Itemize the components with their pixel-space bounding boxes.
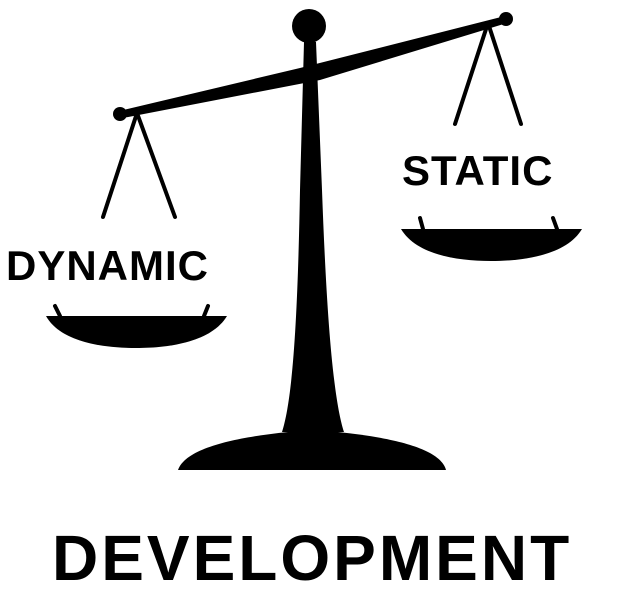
- right-pan: [401, 229, 582, 261]
- right-pan-label: STATIC: [402, 147, 554, 194]
- scale-pillar: [282, 42, 344, 432]
- scale-base: [178, 432, 446, 470]
- beam-right-end: [499, 12, 513, 26]
- scale-top-knob: [292, 9, 326, 43]
- scale-beam: [119, 16, 507, 118]
- beam-left-end: [113, 107, 127, 121]
- left-pan-label: DYNAMIC: [6, 242, 209, 289]
- left-pan: [46, 316, 227, 348]
- right-pan-strings: [418, 21, 559, 231]
- left-pan-strings: [53, 111, 210, 318]
- diagram-caption: DEVELOPMENT: [52, 522, 573, 594]
